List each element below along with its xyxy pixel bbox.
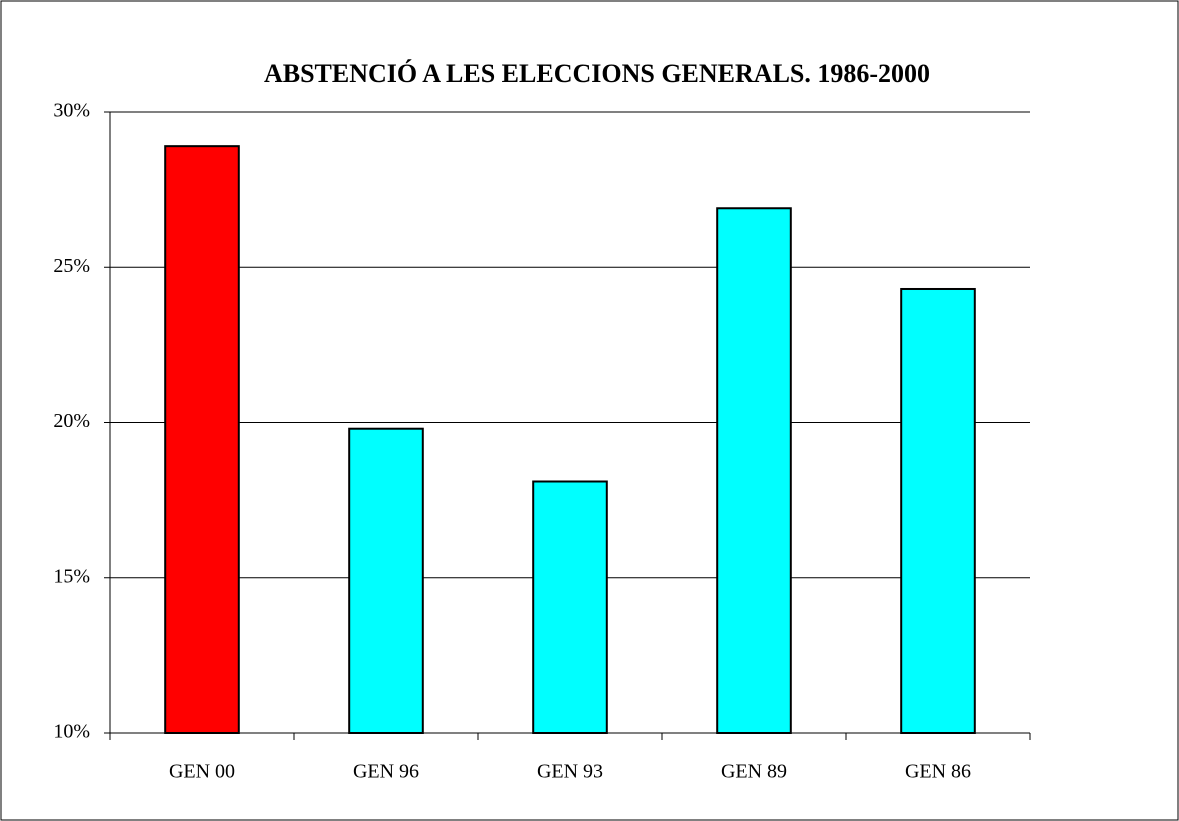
bar — [348, 427, 424, 734]
chart-title: ABSTENCIÓ A LES ELECCIONS GENERALS. 1986… — [264, 59, 930, 88]
x-tick-label: GEN 86 — [905, 761, 971, 783]
y-tick-label: 20% — [53, 410, 90, 432]
bar — [532, 480, 608, 734]
x-tick-label: GEN 96 — [353, 761, 419, 783]
y-tick-label: 30% — [53, 100, 90, 122]
y-tick-label: 25% — [53, 255, 90, 277]
y-tick-label: 15% — [53, 565, 90, 587]
x-tick-label: GEN 00 — [169, 761, 235, 783]
x-tick-label: GEN 89 — [721, 761, 787, 783]
bar — [716, 207, 792, 734]
bar — [900, 287, 976, 734]
bar — [164, 145, 240, 734]
x-tick-label: GEN 93 — [537, 761, 603, 783]
y-tick-label: 10% — [53, 721, 90, 743]
